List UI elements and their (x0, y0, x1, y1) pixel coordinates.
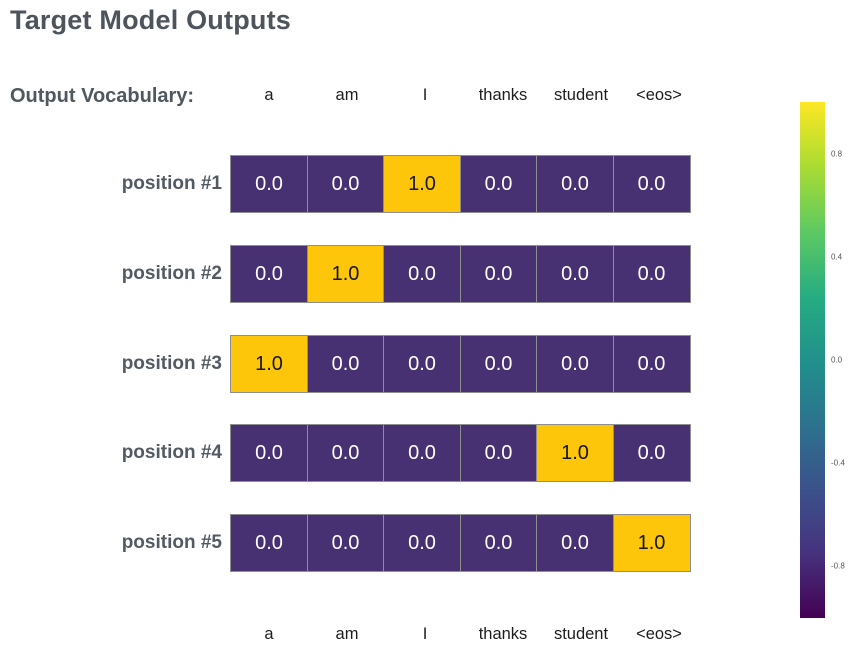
row-label: position #4 (121, 442, 222, 463)
vocab-footer-item: I (422, 625, 428, 643)
vocab-header-item: I (422, 86, 428, 104)
vocab-label: Output Vocabulary: (10, 85, 195, 107)
heatmap-row: 0.0 0.0 0.0 0.0 0.0 1.0 (230, 514, 691, 572)
vocab-header-item: thanks (478, 86, 528, 104)
colorbar-tick-label: -0.8 (831, 561, 845, 571)
heatmap-cell: 0.0 (230, 424, 308, 482)
heatmap-cell: 0.0 (459, 514, 538, 572)
row-label: position #5 (121, 532, 222, 553)
heatmap-cell: 0.0 (306, 424, 385, 482)
heatmap-cell: 0.0 (383, 335, 461, 393)
heatmap-cell: 0.0 (612, 424, 691, 482)
heatmap-cell: 0.0 (459, 155, 538, 213)
heatmap-cell: 0.0 (306, 514, 385, 572)
heatmap-cell: 0.0 (459, 424, 538, 482)
heatmap-cell: 1.0 (306, 245, 385, 303)
heatmap-cell: 0.0 (612, 155, 691, 213)
heatmap-cell: 0.0 (383, 245, 461, 303)
vocab-footer-item: student (553, 625, 609, 643)
heatmap-cell: 0.0 (536, 245, 614, 303)
heatmap-cell: 0.0 (612, 245, 691, 303)
heatmap-cell: 1.0 (612, 514, 691, 572)
heatmap-cell: 0.0 (536, 335, 614, 393)
colorbar-tick-label: 0.4 (831, 252, 843, 262)
page-title: Target Model Outputs (10, 5, 291, 35)
vocab-footer-item: a (264, 625, 274, 643)
heatmap-cell: 0.0 (612, 335, 691, 393)
heatmap-cell: 0.0 (230, 514, 308, 572)
vocab-footer-item: am (335, 625, 359, 643)
vocab-header-item: student (553, 86, 609, 104)
row-label: position #3 (121, 353, 222, 374)
colorbar (800, 102, 825, 618)
row-label: position #2 (121, 263, 222, 284)
heatmap-cell: 0.0 (383, 424, 461, 482)
heatmap-row: 0.0 0.0 0.0 0.0 1.0 0.0 (230, 424, 691, 482)
heatmap-cell: 0.0 (459, 245, 538, 303)
heatmap-cell: 0.0 (230, 155, 308, 213)
vocab-footer-item: thanks (478, 625, 528, 643)
vocab-header-item: <eos> (636, 86, 682, 104)
colorbar-tick-label: 0.8 (831, 149, 843, 159)
heatmap-row: 0.0 0.0 1.0 0.0 0.0 0.0 (230, 155, 691, 213)
heatmap-cell: 1.0 (536, 424, 614, 482)
colorbar-gradient (800, 102, 825, 618)
heatmap-cell: 0.0 (536, 155, 614, 213)
heatmap-cell: 0.0 (230, 245, 308, 303)
heatmap-row: 0.0 1.0 0.0 0.0 0.0 0.0 (230, 245, 691, 303)
colorbar-tick-label: -0.4 (831, 458, 845, 468)
heatmap-cell: 0.0 (306, 155, 385, 213)
vocab-header-item: am (335, 86, 359, 104)
colorbar-tick-label: 0.0 (831, 355, 843, 365)
vocab-header-item: a (264, 86, 274, 104)
vocab-footer-item: <eos> (636, 625, 682, 643)
heatmap-row: 1.0 0.0 0.0 0.0 0.0 0.0 (230, 335, 691, 393)
heatmap-cell: 0.0 (383, 514, 461, 572)
heatmap-cell: 0.0 (306, 335, 385, 393)
heatmap-cell: 0.0 (459, 335, 538, 393)
heatmap-cell: 1.0 (383, 155, 461, 213)
heatmap-cell: 0.0 (536, 514, 614, 572)
heatmap-cell: 1.0 (230, 335, 308, 393)
row-label: position #1 (121, 173, 222, 194)
